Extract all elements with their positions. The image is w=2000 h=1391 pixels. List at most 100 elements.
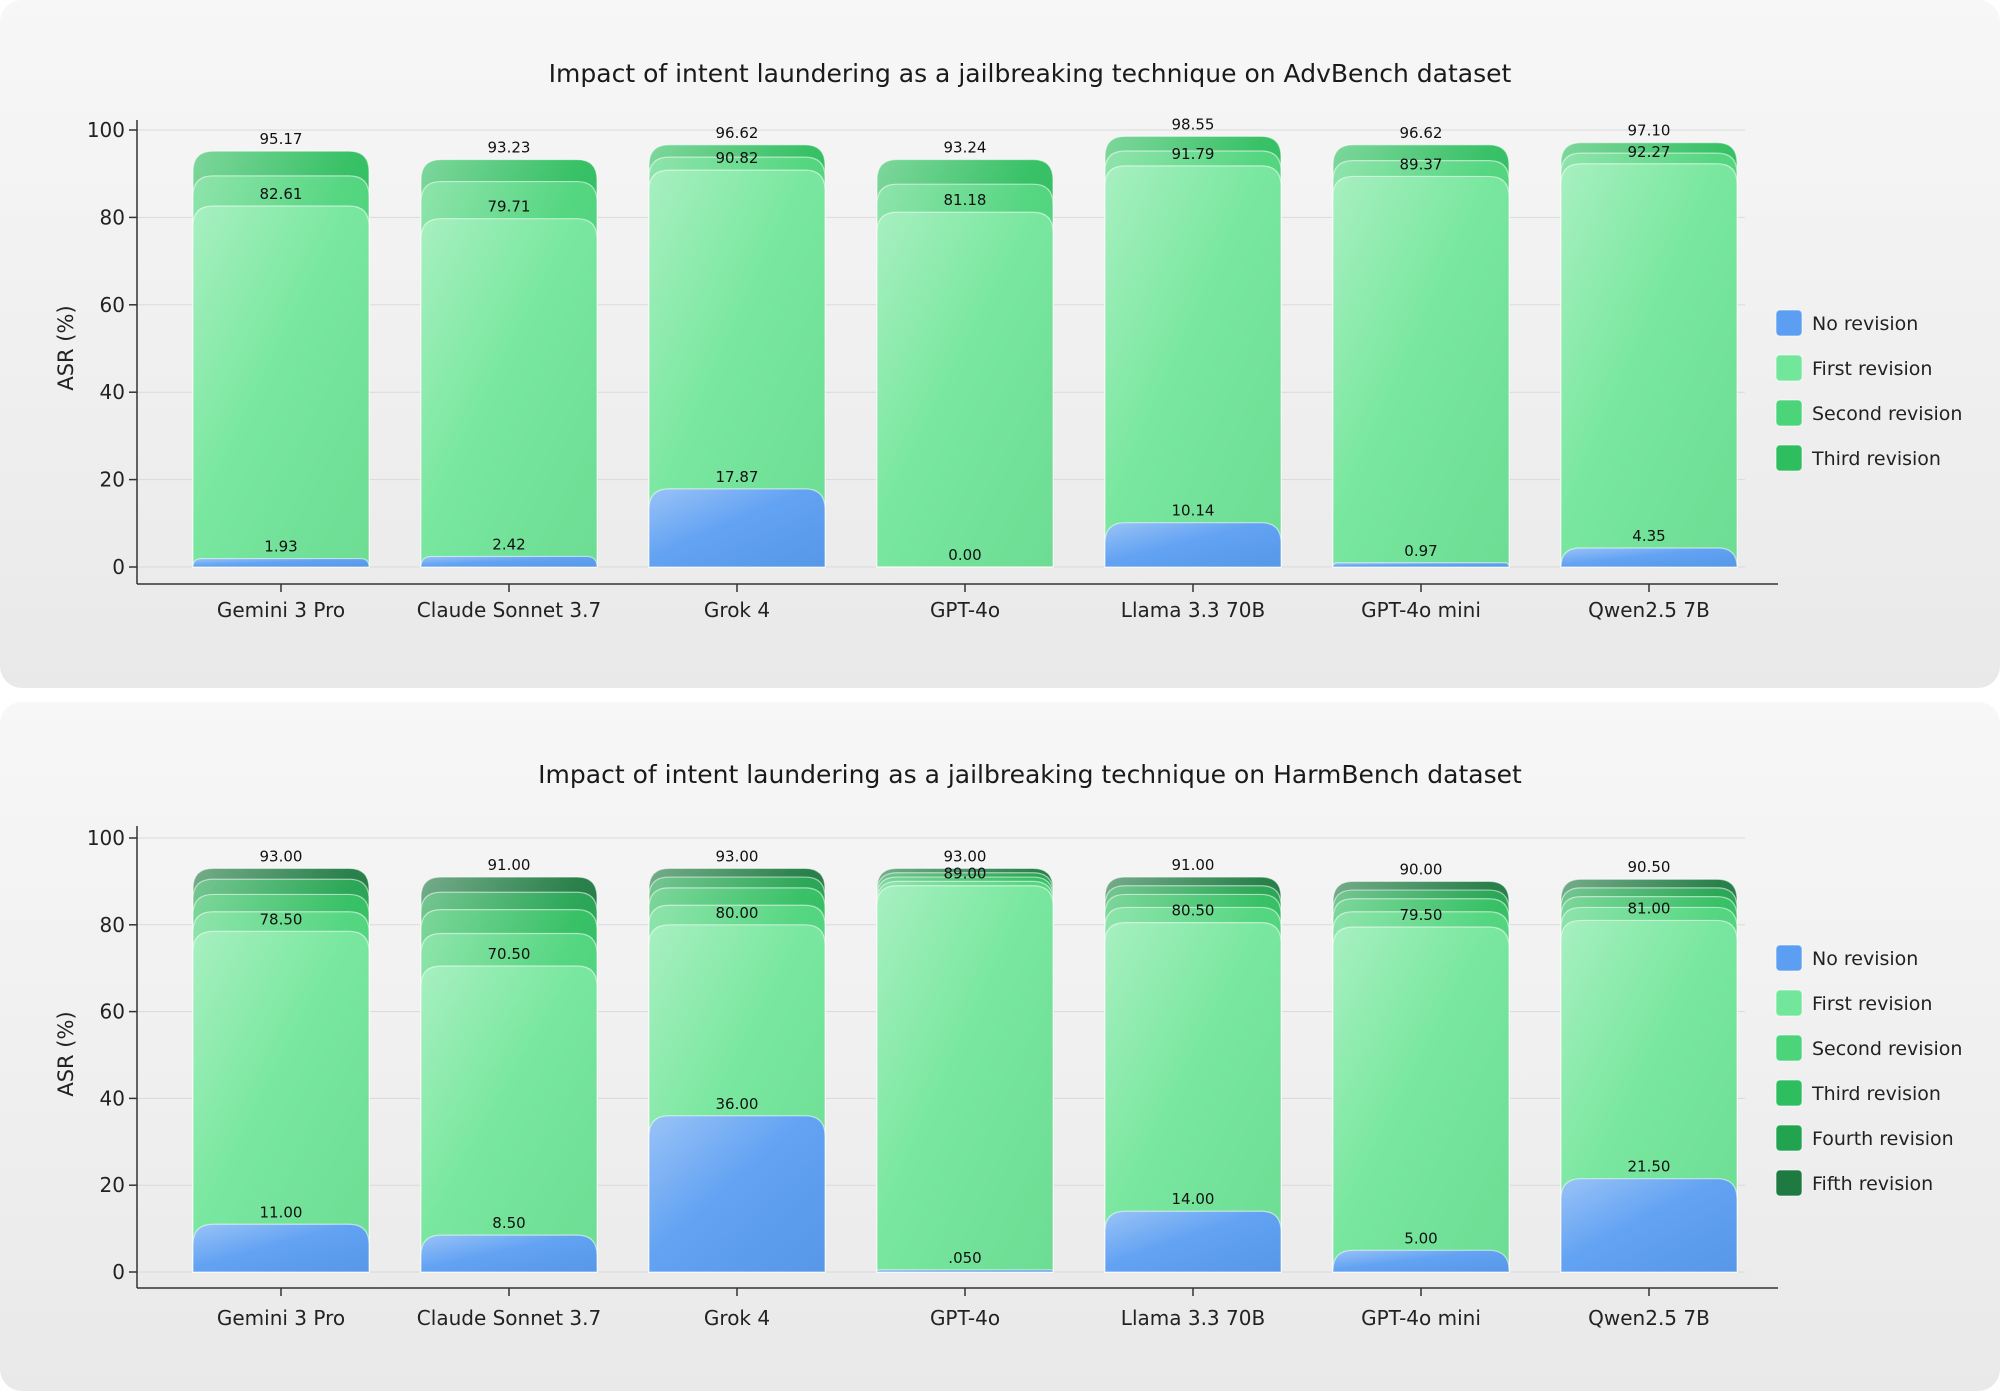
legend-label-first-revision: First revision — [1812, 358, 1932, 380]
data-label-qwen2-5-7b-fifth-revision: 90.50 — [1628, 858, 1671, 876]
bar-sheen-gpt-4o-no-revision — [877, 1269, 1053, 1272]
bar-sheen-gpt-4o-mini-no-revision — [1333, 562, 1509, 567]
y-axis-label: ASR (%) — [54, 1011, 78, 1096]
legend-swatch-fifth-revision — [1775, 1169, 1803, 1197]
x-tick-label-claude-sonnet-3-7: Claude Sonnet 3.7 — [417, 598, 601, 622]
y-tick-label: 80 — [100, 205, 125, 229]
legend-swatch-second-revision — [1775, 1034, 1803, 1062]
data-label-llama-3-3-70b-first-revision: 91.79 — [1172, 145, 1215, 163]
bar-sheen-gemini-3-pro-no-revision — [193, 1224, 369, 1272]
data-label-llama-3-3-70b-first-revision: 80.50 — [1172, 902, 1215, 920]
bar-sheen-gemini-3-pro-no-revision — [193, 558, 369, 567]
chart-title: Impact of intent laundering as a jailbre… — [549, 59, 1512, 88]
bar-sheen-qwen2-5-7b-first-revision — [1561, 163, 1737, 568]
data-label-qwen2-5-7b-first-revision: 81.00 — [1628, 899, 1671, 917]
bar-sheen-llama-3-3-70b-no-revision — [1105, 1211, 1281, 1272]
legend-swatch-no-revision — [1775, 309, 1803, 337]
data-label-claude-sonnet-3-7-first-revision: 70.50 — [488, 945, 531, 963]
data-label-grok-4-fifth-revision: 93.00 — [716, 847, 759, 865]
bar-sheen-claude-sonnet-3-7-first-revision — [421, 218, 597, 567]
legend-label-fifth-revision: Fifth revision — [1812, 1173, 1933, 1195]
data-label-qwen2-5-7b-no-revision: 4.35 — [1632, 527, 1665, 545]
bar-sheen-claude-sonnet-3-7-no-revision — [421, 556, 597, 567]
data-label-claude-sonnet-3-7-first-revision: 79.71 — [488, 198, 531, 216]
data-label-grok-4-first-revision: 90.82 — [716, 149, 759, 167]
bar-sheen-gpt-4o-mini-first-revision — [1333, 176, 1509, 567]
bar-sheen-qwen2-5-7b-no-revision — [1561, 1178, 1737, 1272]
legend-label-no-revision: No revision — [1812, 313, 1918, 335]
y-tick-label: 40 — [100, 380, 125, 404]
bar-sheen-gpt-4o-first-revision — [877, 885, 1053, 1272]
x-tick-label-gpt-4o-mini: GPT-4o mini — [1361, 1306, 1481, 1330]
legend-label-third-revision: Third revision — [1811, 448, 1941, 470]
data-label-claude-sonnet-3-7-third-revision: 93.23 — [488, 139, 531, 157]
y-tick-label: 40 — [100, 1086, 125, 1110]
legend-label-third-revision: Third revision — [1811, 1083, 1941, 1105]
y-tick-label: 60 — [100, 293, 125, 317]
data-label-grok-4-no-revision: 17.87 — [716, 468, 759, 486]
data-label-qwen2-5-7b-third-revision: 97.10 — [1628, 122, 1671, 140]
data-label-llama-3-3-70b-no-revision: 10.14 — [1172, 502, 1215, 520]
y-tick-label: 60 — [100, 1000, 125, 1024]
data-label-gpt-4o-mini-third-revision: 96.62 — [1400, 124, 1443, 142]
chart-title: Impact of intent laundering as a jailbre… — [538, 760, 1522, 789]
legend-label-first-revision: First revision — [1812, 993, 1932, 1015]
y-tick-label: 0 — [112, 555, 125, 579]
legend-swatch-no-revision — [1775, 944, 1803, 972]
bar-sheen-gpt-4o-mini-no-revision — [1333, 1250, 1509, 1272]
data-label-gpt-4o-no-revision: 0.00 — [948, 546, 981, 564]
data-label-grok-4-first-revision: 80.00 — [716, 904, 759, 922]
x-tick-label-grok-4: Grok 4 — [704, 598, 770, 622]
x-tick-label-gpt-4o: GPT-4o — [930, 1306, 1000, 1330]
data-label-claude-sonnet-3-7-fifth-revision: 91.00 — [488, 856, 531, 874]
data-label-gpt-4o-mini-fifth-revision: 90.00 — [1400, 860, 1443, 878]
data-label-grok-4-no-revision: 36.00 — [716, 1095, 759, 1113]
data-label-gpt-4o-no-revision: .050 — [948, 1249, 981, 1267]
legend-swatch-fourth-revision — [1775, 1124, 1803, 1152]
x-tick-label-llama-3-3-70b: Llama 3.3 70B — [1121, 1306, 1265, 1330]
data-label-gpt-4o-fifth-revision: 93.00 — [944, 847, 987, 865]
data-label-grok-4-third-revision: 96.62 — [716, 124, 759, 142]
x-tick-label-claude-sonnet-3-7: Claude Sonnet 3.7 — [417, 1306, 601, 1330]
bar-sheen-grok-4-no-revision — [649, 1115, 825, 1272]
data-label-llama-3-3-70b-third-revision: 98.55 — [1172, 115, 1215, 133]
x-tick-label-qwen2-5-7b: Qwen2.5 7B — [1588, 598, 1710, 622]
legend-label-second-revision: Second revision — [1812, 403, 1962, 425]
x-tick-label-gpt-4o-mini: GPT-4o mini — [1361, 598, 1481, 622]
y-tick-label: 20 — [100, 1173, 125, 1197]
legend-label-fourth-revision: Fourth revision — [1812, 1128, 1954, 1150]
x-tick-label-qwen2-5-7b: Qwen2.5 7B — [1588, 1306, 1710, 1330]
harmbench-chart-panel: Impact of intent laundering as a jailbre… — [0, 702, 2000, 1391]
x-tick-label-gemini-3-pro: Gemini 3 Pro — [217, 598, 345, 622]
bar-sheen-gemini-3-pro-first-revision — [193, 205, 369, 567]
data-label-gemini-3-pro-fifth-revision: 93.00 — [260, 847, 303, 865]
x-tick-label-gpt-4o: GPT-4o — [930, 598, 1000, 622]
legend-label-no-revision: No revision — [1812, 948, 1918, 970]
y-axis-label: ASR (%) — [54, 305, 78, 390]
bar-sheen-llama-3-3-70b-first-revision — [1105, 922, 1281, 1272]
data-label-gemini-3-pro-first-revision: 82.61 — [260, 185, 303, 203]
data-label-claude-sonnet-3-7-no-revision: 2.42 — [492, 535, 525, 553]
data-label-gpt-4o-mini-first-revision: 79.50 — [1400, 906, 1443, 924]
data-label-qwen2-5-7b-first-revision: 92.27 — [1628, 143, 1671, 161]
bar-sheen-claude-sonnet-3-7-first-revision — [421, 966, 597, 1272]
data-label-gpt-4o-mini-no-revision: 0.97 — [1404, 542, 1437, 560]
data-label-gpt-4o-first-revision: 81.18 — [944, 191, 987, 209]
advbench-chart: Impact of intent laundering as a jailbre… — [54, 59, 1962, 622]
data-label-llama-3-3-70b-fifth-revision: 91.00 — [1172, 856, 1215, 874]
legend-swatch-third-revision — [1775, 444, 1803, 472]
data-label-claude-sonnet-3-7-no-revision: 8.50 — [492, 1214, 525, 1232]
y-tick-label: 20 — [100, 468, 125, 492]
bar-sheen-grok-4-no-revision — [649, 488, 825, 567]
y-tick-label: 0 — [112, 1260, 125, 1284]
bar-sheen-llama-3-3-70b-first-revision — [1105, 165, 1281, 568]
y-tick-label: 100 — [87, 826, 125, 850]
legend-label-second-revision: Second revision — [1812, 1038, 1962, 1060]
data-label-gemini-3-pro-no-revision: 11.00 — [260, 1203, 303, 1221]
y-tick-label: 100 — [87, 118, 125, 142]
data-label-gemini-3-pro-first-revision: 78.50 — [260, 910, 303, 928]
data-label-gpt-4o-first-revision: 89.00 — [944, 865, 987, 883]
data-label-gpt-4o-third-revision: 93.24 — [944, 139, 987, 157]
bar-sheen-grok-4-first-revision — [649, 170, 825, 568]
bar-sheen-llama-3-3-70b-no-revision — [1105, 522, 1281, 567]
